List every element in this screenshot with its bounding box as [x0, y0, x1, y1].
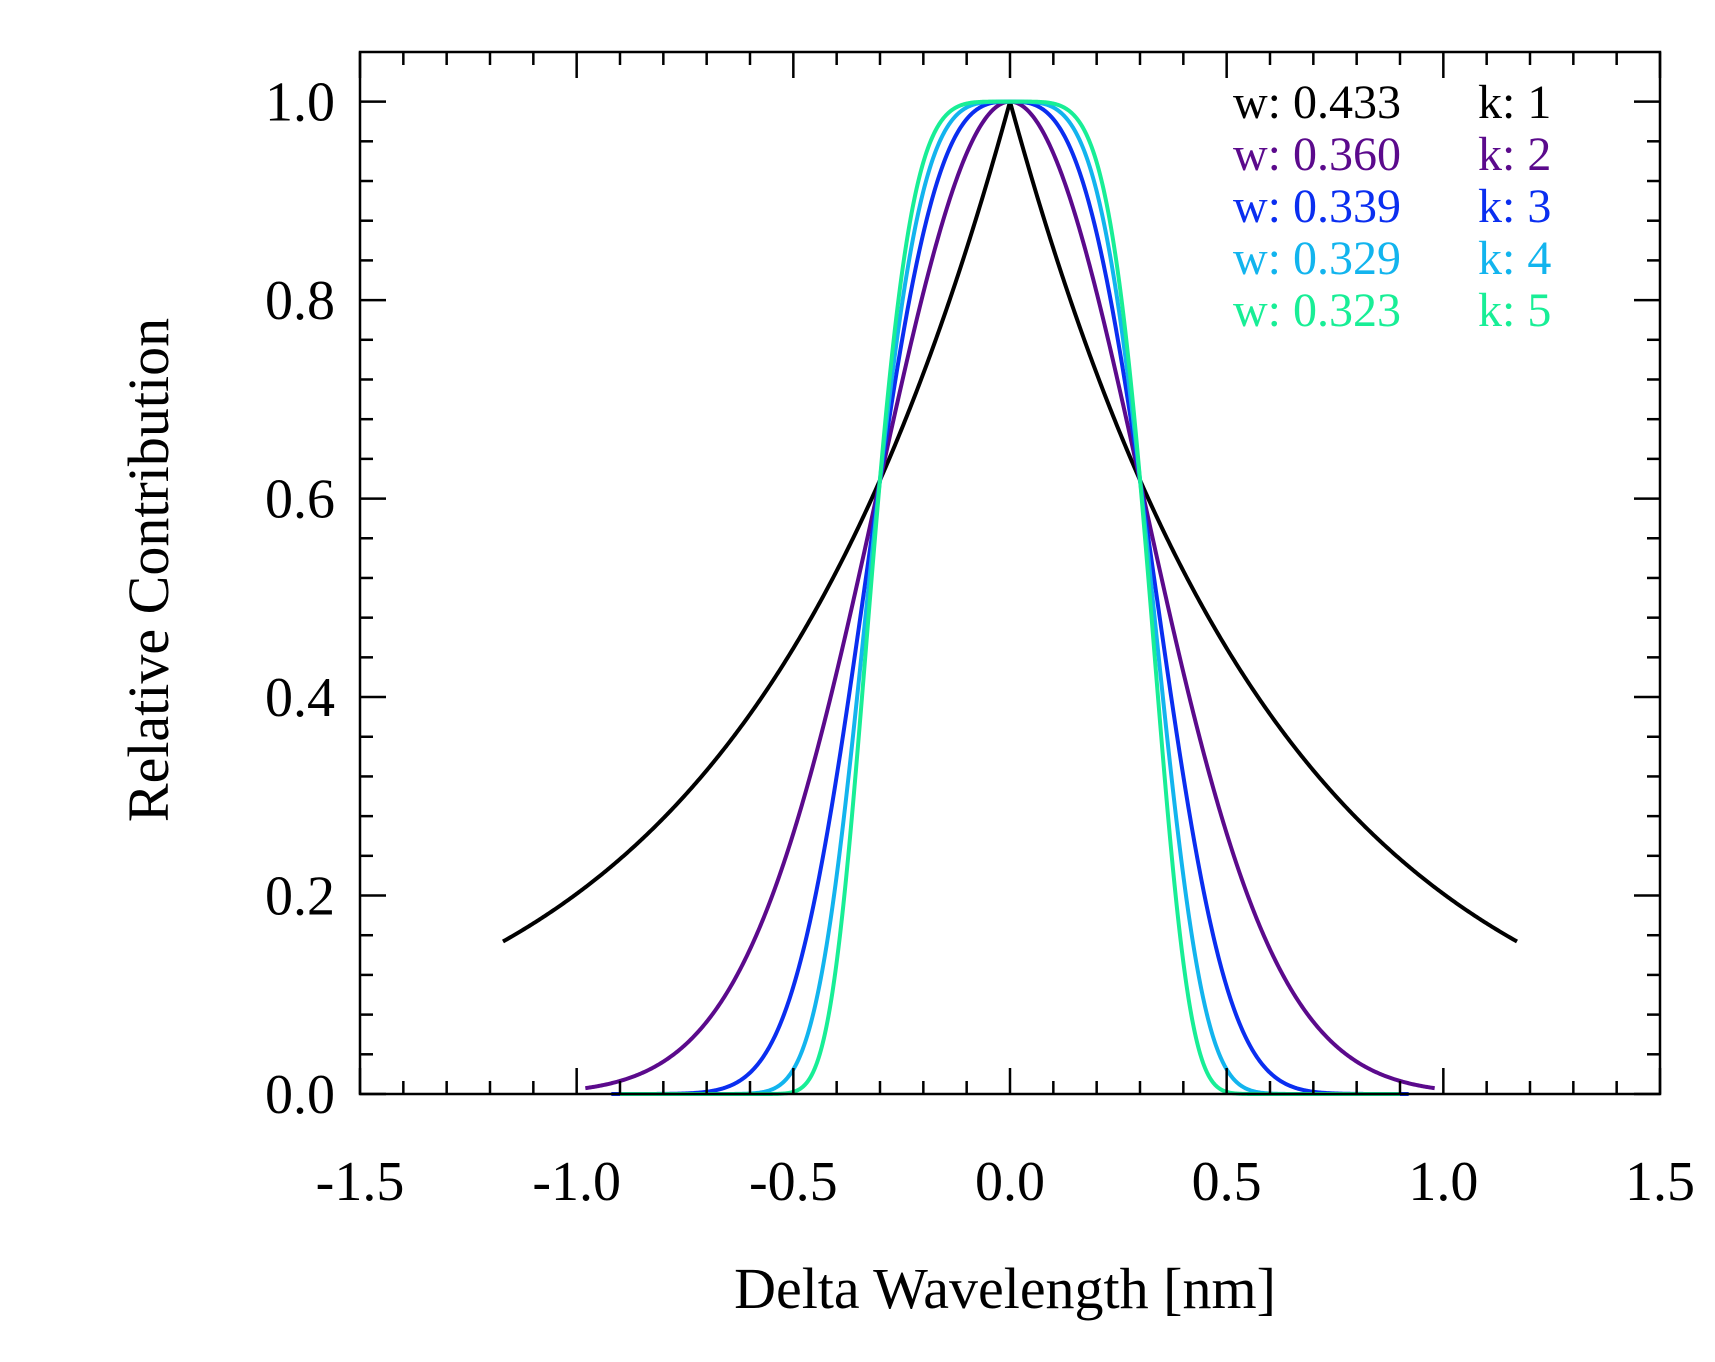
- legend-w-label: w: 0.329: [1233, 232, 1401, 285]
- legend-w-label: w: 0.339: [1233, 180, 1401, 233]
- legend-entry-k3: w: 0.339 k: 3: [1233, 180, 1551, 233]
- legend-k-label: k: 2: [1478, 128, 1551, 181]
- y-axis-title: Relative Contribution: [116, 318, 181, 822]
- legend-w-label: w: 0.360: [1233, 128, 1401, 181]
- y-tick-label: 0.2: [265, 866, 335, 928]
- legend-k-label: k: 5: [1478, 284, 1551, 337]
- y-tick-label: 0.0: [265, 1064, 335, 1126]
- y-tick-label: 1.0: [265, 72, 335, 134]
- legend-entry-k5: w: 0.323 k: 5: [1233, 284, 1551, 337]
- y-tick-label: 0.4: [265, 667, 335, 729]
- y-tick-labels: 0.0 0.2 0.4 0.6 0.8 1.0: [265, 72, 335, 1126]
- x-axis-title: Delta Wavelength [nm]: [734, 1256, 1276, 1321]
- legend-entry-k1: w: 0.433 k: 1: [1233, 76, 1551, 129]
- legend-k-label: k: 3: [1478, 180, 1551, 233]
- x-tick-label: 0.0: [975, 1151, 1045, 1213]
- ticks-layer: [358, 52, 1662, 1096]
- legend-k-label: k: 4: [1478, 232, 1551, 285]
- legend-w-label: w: 0.323: [1233, 284, 1401, 337]
- legend-w-label: w: 0.433: [1233, 76, 1401, 129]
- x-tick-label: 0.5: [1192, 1151, 1262, 1213]
- y-tick-label: 0.8: [265, 270, 335, 332]
- legend: w: 0.433 k: 1w: 0.360 k: 2w: 0.339 k: 3w: 0…: [1233, 76, 1551, 337]
- x-tick-label: 1.0: [1408, 1151, 1478, 1213]
- plot-frame: [358, 50, 1662, 1096]
- legend-k-label: k: 1: [1478, 76, 1551, 129]
- x-tick-label: 1.5: [1625, 1151, 1695, 1213]
- legend-entry-k4: w: 0.329 k: 4: [1233, 232, 1551, 285]
- x-tick-label: -0.5: [749, 1151, 838, 1213]
- x-tick-label: -1.0: [532, 1151, 621, 1213]
- x-tick-labels: -1.5 -1.0 -0.5 0.0 0.5 1.0 1.5: [316, 1151, 1695, 1213]
- y-tick-label: 0.6: [265, 469, 335, 531]
- x-tick-label: -1.5: [316, 1151, 405, 1213]
- legend-entry-k2: w: 0.360 k: 2: [1233, 128, 1551, 181]
